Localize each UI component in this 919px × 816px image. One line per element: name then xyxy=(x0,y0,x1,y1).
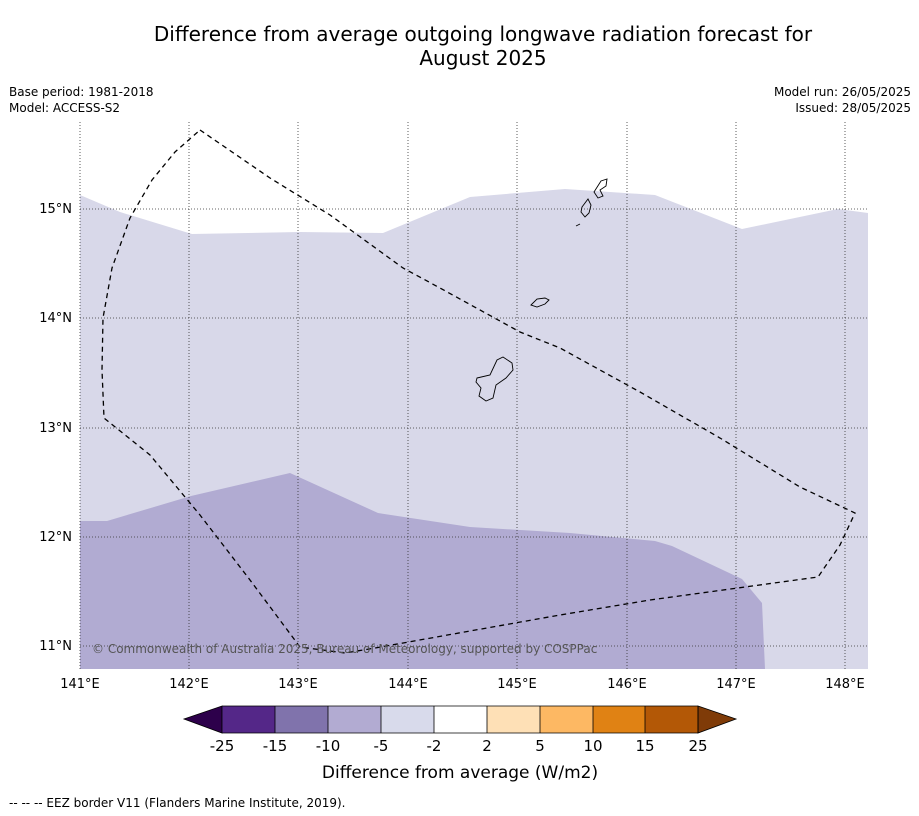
eez-footnote: -- -- -- EEZ border V11 (Flanders Marine… xyxy=(9,796,346,810)
colorbar-label: Difference from average (W/m2) xyxy=(322,763,598,783)
copyright-text: © Commonwealth of Australia 2025, Bureau… xyxy=(92,642,597,656)
colorbar-bin xyxy=(645,706,698,733)
colorbar-tick: 10 xyxy=(583,737,602,755)
colorbar-arrow-low xyxy=(182,705,223,734)
lat-label: 12°N xyxy=(39,530,72,545)
island-aguijan xyxy=(575,223,581,227)
colorbar-arrow-high xyxy=(697,705,738,734)
anomaly-region-dark xyxy=(80,473,765,669)
lat-label: 14°N xyxy=(39,311,72,326)
colorbar-tick: -10 xyxy=(316,737,341,755)
colorbar-tick: -2 xyxy=(427,737,442,755)
model-run: Model run: 26/05/2025 xyxy=(773,85,911,99)
issued-date: Issued: 28/05/2025 xyxy=(795,101,911,115)
colorbar: -25 -15 -10 -5 -2 2 5 10 15 25 Differenc… xyxy=(182,705,738,783)
lon-label: 144°E xyxy=(388,677,428,692)
base-period: Base period: 1981-2018 xyxy=(9,85,154,99)
colorbar-bin xyxy=(434,706,487,733)
lon-label: 148°E xyxy=(825,677,865,692)
colorbar-tick: 15 xyxy=(635,737,654,755)
colorbar-tick: 2 xyxy=(482,737,492,755)
title-line-2: August 2025 xyxy=(419,46,547,70)
colorbar-bin xyxy=(275,706,328,733)
island-saipan xyxy=(593,178,608,199)
colorbar-tick: -15 xyxy=(263,737,288,755)
lon-label: 145°E xyxy=(497,677,537,692)
lat-label: 13°N xyxy=(39,421,72,436)
lat-label: 15°N xyxy=(39,202,72,217)
lon-label: 143°E xyxy=(278,677,318,692)
lat-label: 11°N xyxy=(39,639,72,654)
colorbar-tick: 25 xyxy=(688,737,707,755)
colorbar-tick: -25 xyxy=(210,737,235,755)
colorbar-bin xyxy=(381,706,434,733)
meta-left: Base period: 1981-2018 Model: ACCESS-S2 xyxy=(9,84,154,116)
island-guam xyxy=(475,356,514,402)
eez-border xyxy=(101,129,856,654)
meta-right: Model run: 26/05/2025 Issued: 28/05/2025 xyxy=(774,84,911,116)
colorbar-bin xyxy=(328,706,381,733)
map-title: Difference from average outgoing longwav… xyxy=(100,22,866,70)
colorbar-tick: -5 xyxy=(374,737,389,755)
colorbar-tick: 5 xyxy=(535,737,545,755)
lon-label: 146°E xyxy=(607,677,647,692)
colorbar-bin xyxy=(540,706,593,733)
lon-label: 141°E xyxy=(60,677,100,692)
gridlines xyxy=(79,122,868,669)
colorbar-bin xyxy=(593,706,645,733)
model-name: Model: ACCESS-S2 xyxy=(9,101,121,115)
lon-label: 147°E xyxy=(716,677,756,692)
island-rota xyxy=(530,297,550,308)
island-tinian xyxy=(580,198,592,218)
colorbar-bin xyxy=(222,706,275,733)
lon-label: 142°E xyxy=(169,677,209,692)
islands xyxy=(475,178,608,402)
colorbar-bin xyxy=(487,706,540,733)
title-line-1: Difference from average outgoing longwav… xyxy=(153,22,813,46)
